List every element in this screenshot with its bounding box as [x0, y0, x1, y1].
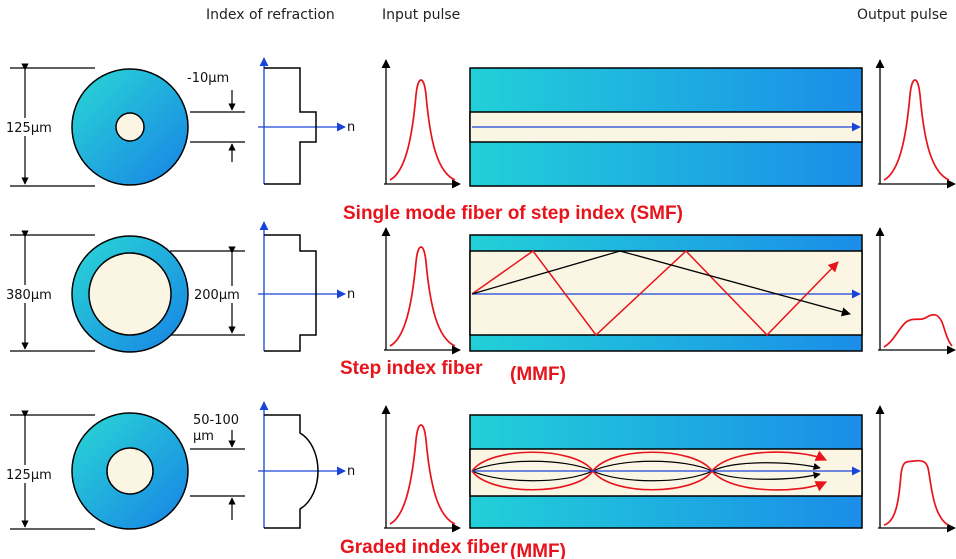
caption-graded-index-suffix: (MMF) [510, 541, 566, 559]
header-index-of-refraction: Index of refraction [206, 7, 335, 23]
outer-diameter-label: 125μm [6, 468, 52, 483]
axis-n-label: n [347, 464, 355, 479]
caption-step-index-suffix: (MMF) [510, 364, 566, 385]
caption-smf: Single mode fiber of step index (SMF) [343, 203, 683, 224]
outer-diameter-label: 125μm [6, 121, 52, 136]
core-dimension-label-line1: 50-100 [193, 413, 239, 428]
output-pulse-curve [883, 79, 950, 181]
fiber-core-side [469, 250, 863, 336]
index-profile-step [264, 234, 317, 352]
input-pulse-curve [389, 424, 456, 525]
row-smf: 125μm -10μm n Single mode fiber of step … [4, 57, 956, 224]
core-dimension-label: -10μm [187, 71, 229, 86]
header-input-pulse: Input pulse [382, 7, 460, 23]
caption-graded-index: Graded index fiber [340, 537, 508, 558]
index-profile-step [264, 67, 317, 185]
core-dimension-label: 200μm [194, 288, 240, 303]
zigzag-ray [471, 249, 839, 337]
output-pulse-curve [883, 313, 953, 348]
header-output-pulse: Output pulse [857, 7, 948, 23]
graded-inner-ray-lower [471, 470, 821, 482]
output-pulse-curve [883, 459, 949, 526]
core-cross-section [88, 252, 172, 336]
row-step-index-mmf: 380μm 200μm n Step index fiber (MMF) [4, 221, 956, 385]
low-order-ray [471, 250, 851, 317]
input-pulse-curve [389, 246, 456, 347]
core-dimension-label-line2: μm [193, 429, 214, 444]
graded-inner-ray-upper [471, 460, 821, 472]
core-cross-section [106, 447, 154, 495]
input-pulse-curve [389, 79, 456, 181]
row-graded-index-mmf: 125μm 50-100 μm n Graded index fiber (MM… [4, 401, 956, 559]
axis-n-label: n [347, 287, 355, 302]
core-cross-section [115, 112, 145, 142]
graded-outer-ray-upper [471, 450, 828, 473]
index-profile-graded [264, 414, 319, 529]
outer-diameter-label: 380μm [6, 288, 52, 303]
axis-n-label: n [347, 120, 355, 135]
graded-outer-ray-lower [471, 469, 828, 492]
caption-step-index: Step index fiber [340, 358, 483, 379]
